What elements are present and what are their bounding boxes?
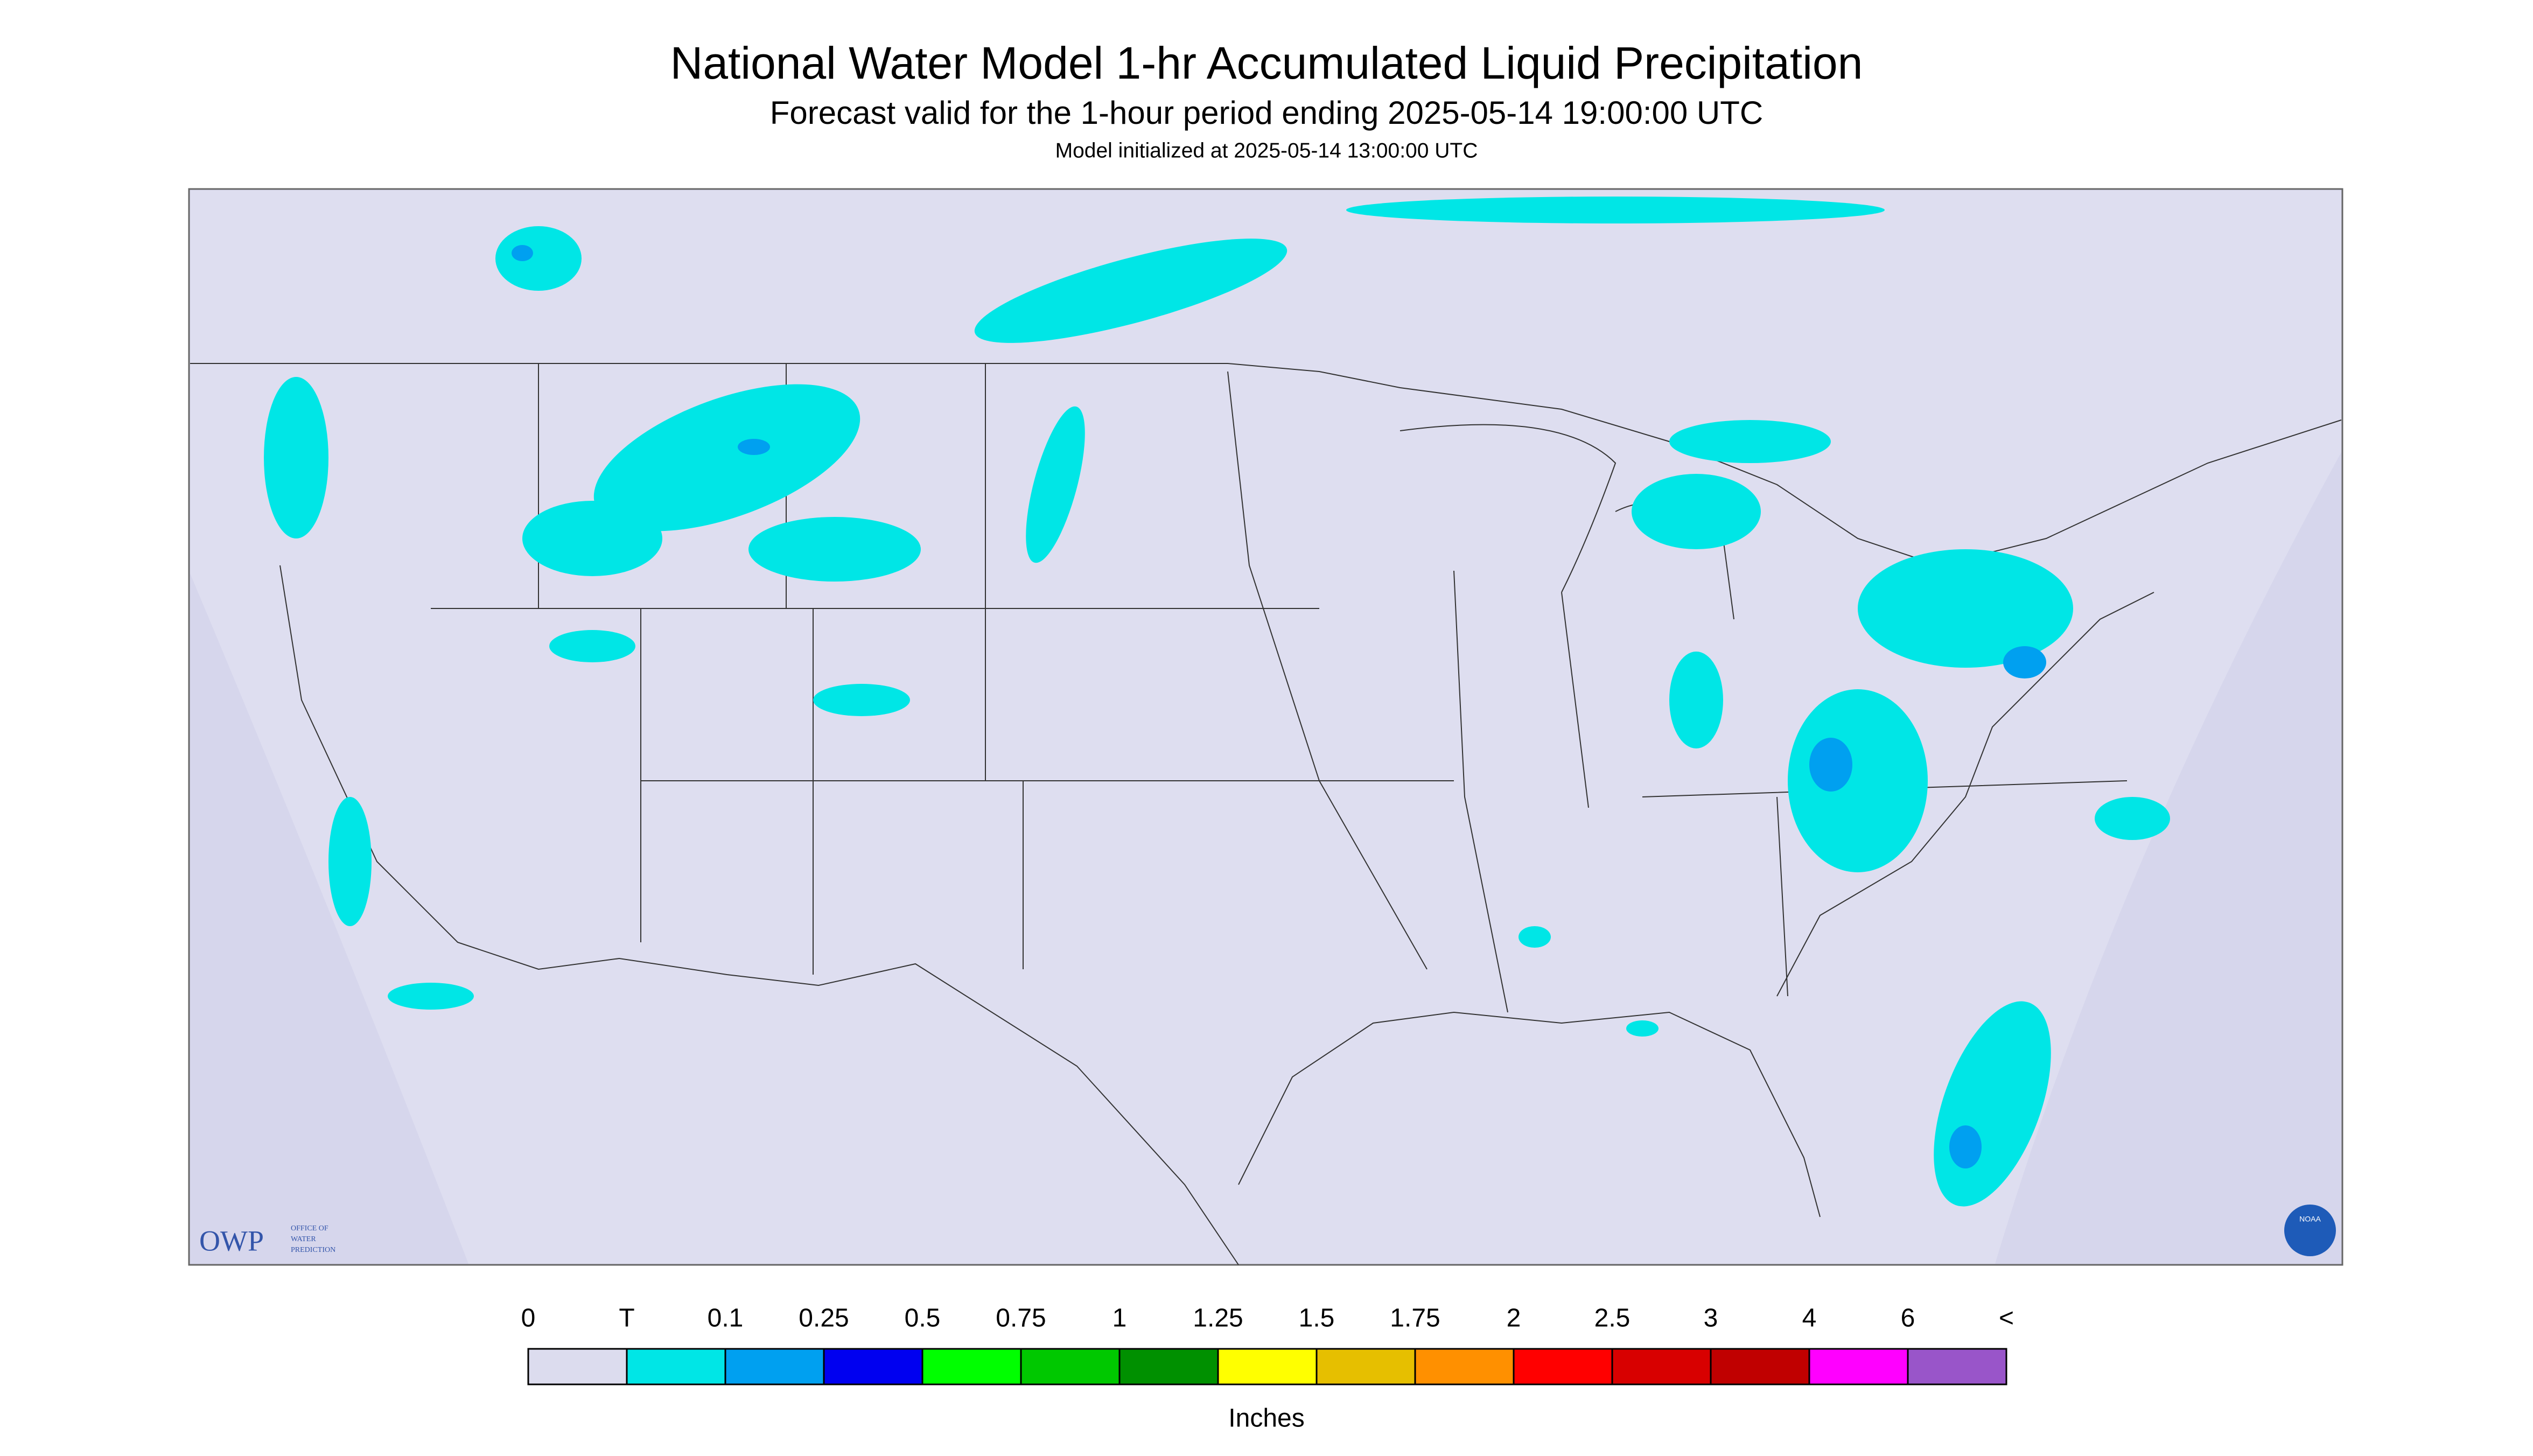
legend-swatch [1611, 1348, 1712, 1385]
legend-swatch [1414, 1348, 1515, 1385]
legend-label: 0.1 [708, 1304, 744, 1333]
legend-label: 1.75 [1390, 1304, 1440, 1333]
legend-swatch [1808, 1348, 1909, 1385]
legend-label: 4 [1802, 1304, 1817, 1333]
precipitation [264, 197, 2170, 1207]
legend-label: 1.5 [1299, 1304, 1335, 1333]
noaa-text: NOAA [2299, 1215, 2321, 1223]
map: OWP OFFICE OF WATER PREDICTION NOAA [188, 188, 2343, 1266]
legend-label: 0 [521, 1304, 536, 1333]
init-time: Model initialized at 2025-05-14 13:00:00… [1055, 139, 1478, 162]
logo-text: WATER [291, 1235, 316, 1243]
logo-owp: OWP [199, 1224, 264, 1257]
legend-swatch [1217, 1348, 1318, 1385]
legend-swatch [921, 1348, 1022, 1385]
legend-swatch [1907, 1348, 2007, 1385]
legend-label: 0.5 [905, 1304, 941, 1333]
title: National Water Model 1-hr Accumulated Li… [670, 38, 1863, 88]
legend-swatch [626, 1348, 726, 1385]
subtitle: Forecast valid for the 1-hour period end… [770, 95, 1763, 131]
legend-swatch [1316, 1348, 1416, 1385]
legend-label: 2.5 [1594, 1304, 1631, 1333]
legend-label: 0.75 [996, 1304, 1046, 1333]
legend-units: Inches [1228, 1404, 1304, 1433]
legend-label: 0.25 [799, 1304, 849, 1333]
legend-label: 6 [1901, 1304, 1915, 1333]
legend-label: 1.25 [1193, 1304, 1243, 1333]
legend-label: 2 [1507, 1304, 1521, 1333]
legend-swatch [1118, 1348, 1219, 1385]
legend-label: T [619, 1304, 634, 1333]
legend-swatch [1513, 1348, 1613, 1385]
legend-swatch [1020, 1348, 1121, 1385]
noaa-logo [2284, 1205, 2336, 1256]
legend-label: 1 [1112, 1304, 1127, 1333]
legend-swatch [724, 1348, 825, 1385]
legend-swatch [527, 1348, 628, 1385]
logo-text: OFFICE OF [291, 1224, 328, 1233]
legend-swatch [823, 1348, 923, 1385]
legend: 0 T 0.1 0.25 0.5 0.75 1 1.25 1.5 1.75 2 2.5 3 4 6 < [521, 1304, 2014, 1385]
legend-label: < [1999, 1304, 2014, 1333]
legend-swatch [1710, 1348, 1810, 1385]
legend-label: 3 [1704, 1304, 1718, 1333]
logo-text: PREDICTION [291, 1246, 335, 1254]
